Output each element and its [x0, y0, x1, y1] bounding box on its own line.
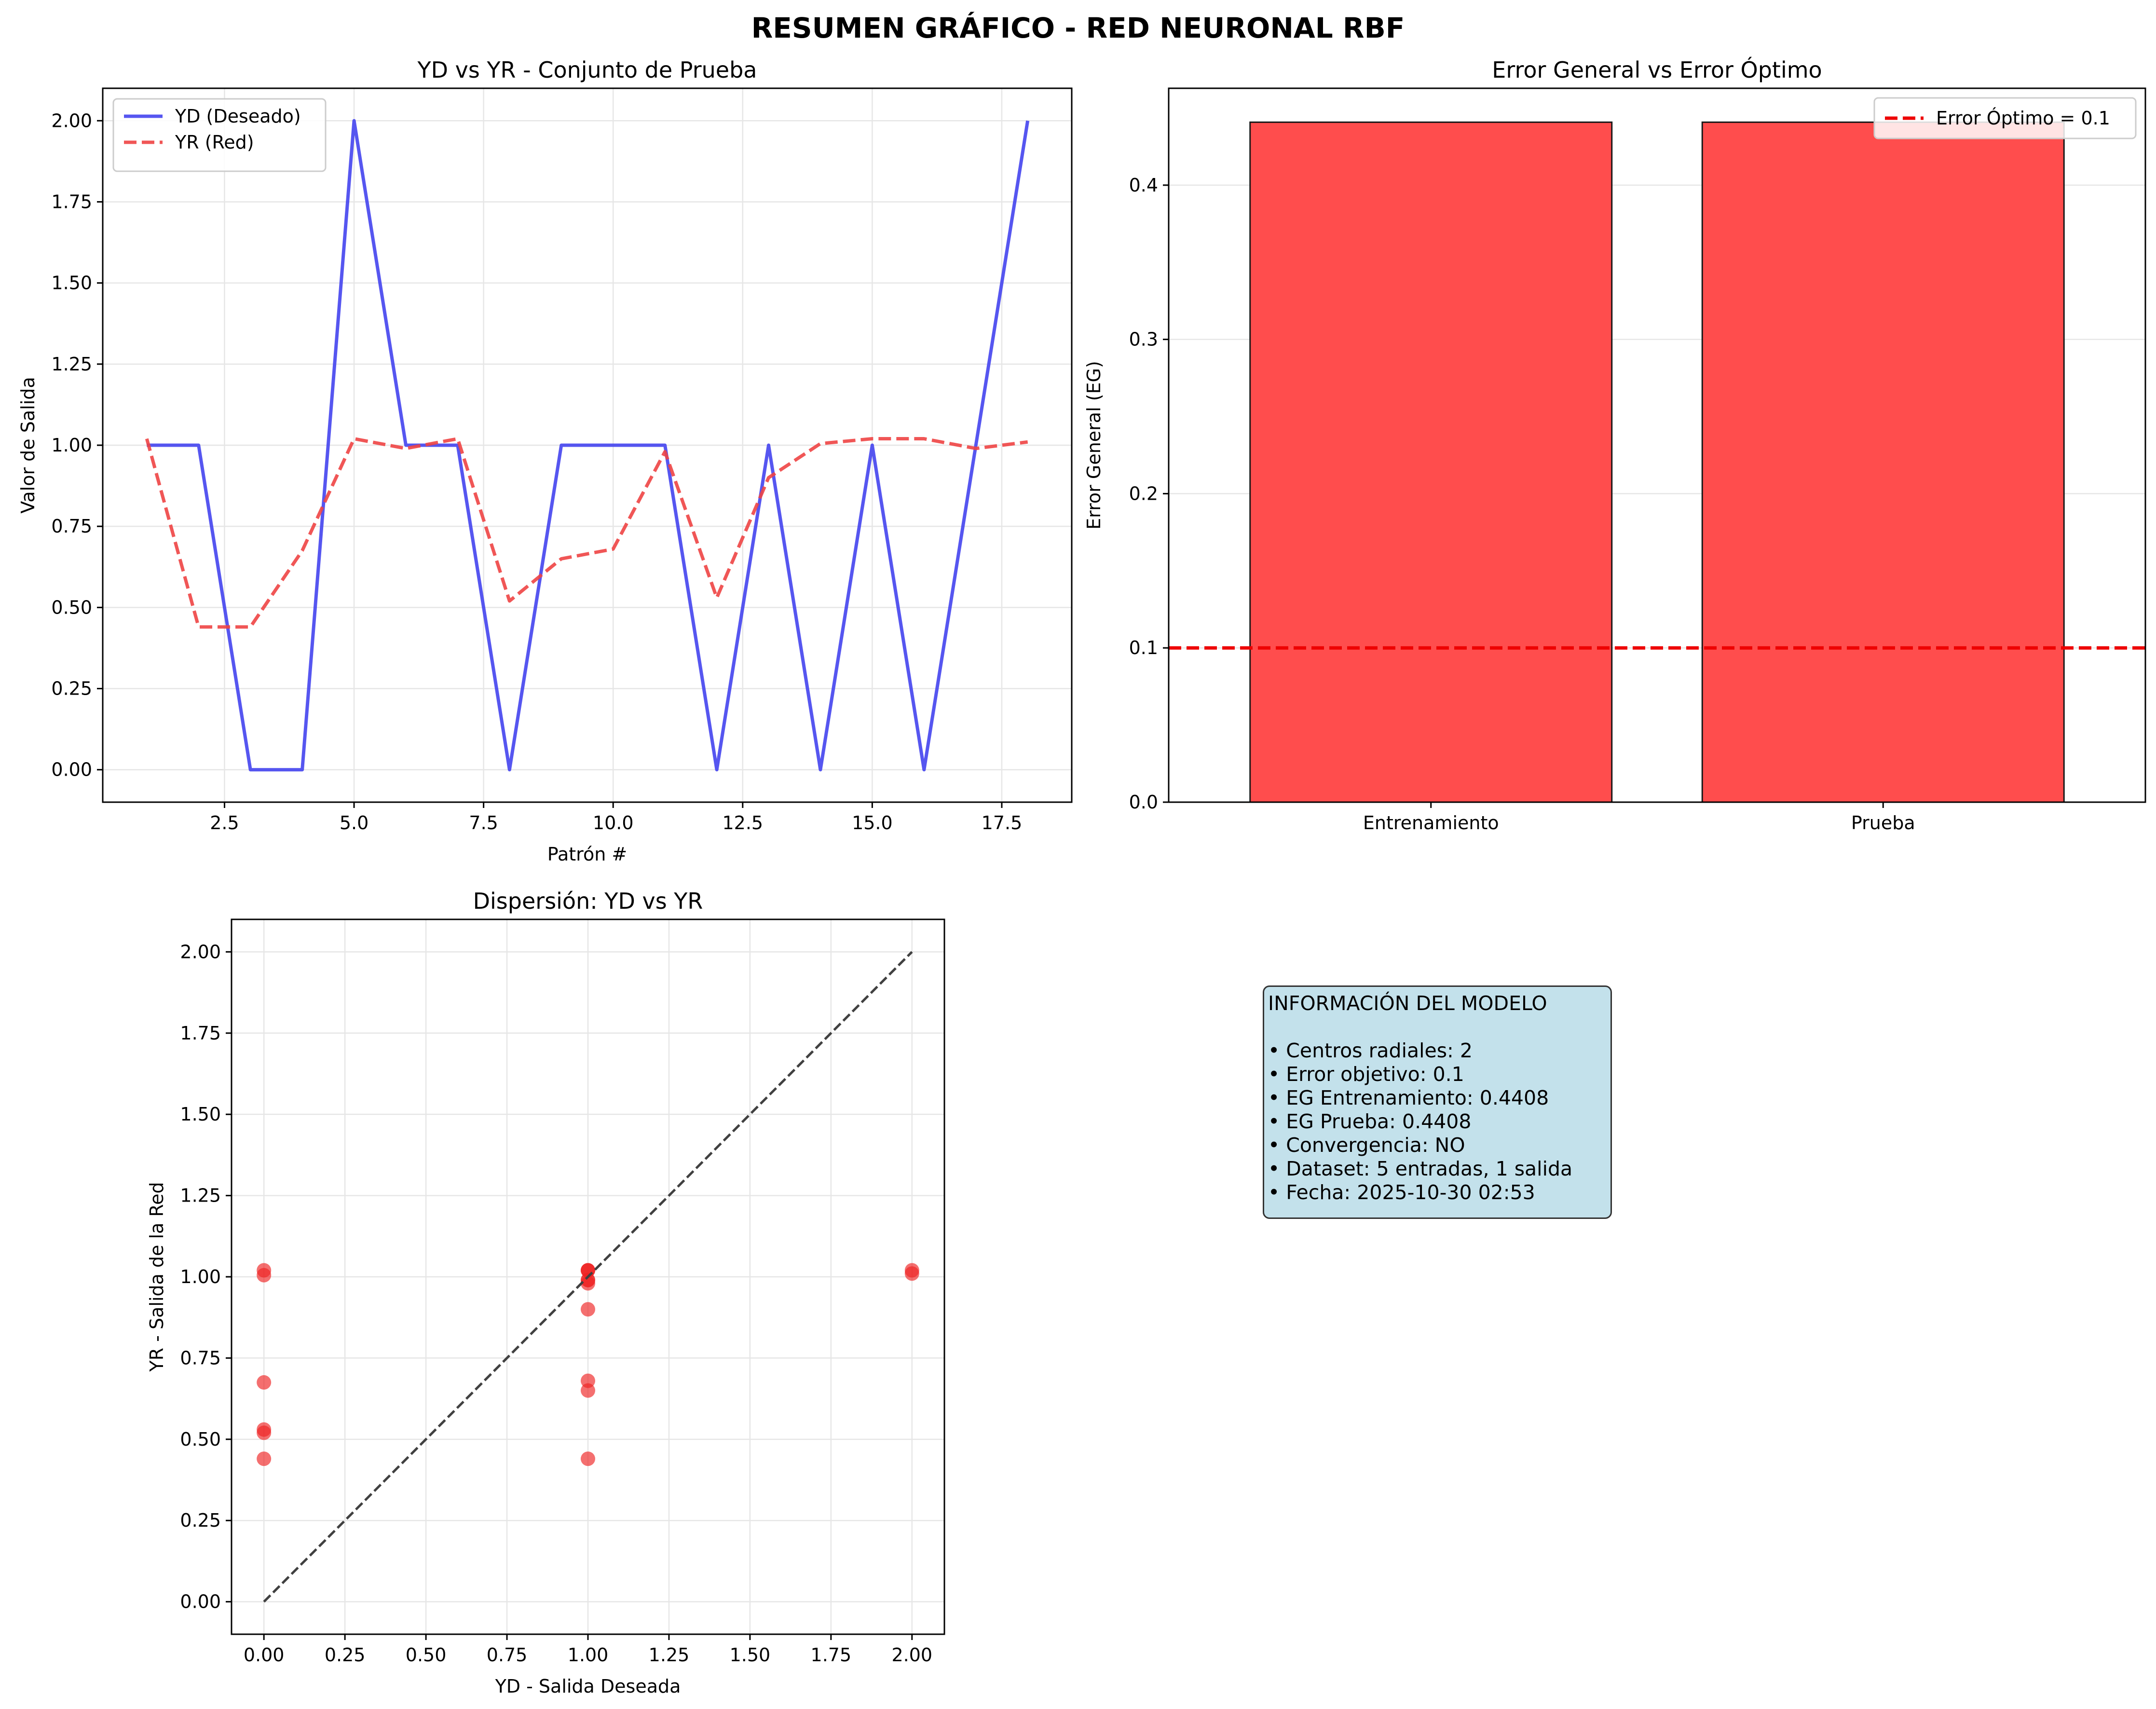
x-axis-label: Patrón #	[547, 844, 627, 865]
info-line: • EG Entrenamiento: 0.4408	[1268, 1086, 1549, 1109]
bar-chart-error-general: 0.0 0.1 0.2 0.3 0.4 Entrenamiento Prueba Error …	[1083, 57, 2146, 834]
legend-box	[112, 98, 327, 172]
y-axis-label: Valor de Salida	[17, 377, 39, 513]
legend: YD (Deseado) YR (Red)	[112, 98, 327, 172]
scatter-point	[257, 1375, 272, 1390]
y-tick-label: 2.00	[51, 110, 92, 131]
scatter-point	[257, 1451, 272, 1466]
y-tick-label: 0.4	[1129, 175, 1158, 196]
figure-title: RESUMEN GRÁFICO - RED NEURONAL RBF	[751, 11, 1405, 44]
y-tick-label: 2.00	[180, 941, 221, 962]
x-tick-label: 1.25	[649, 1644, 690, 1666]
x-tick-label: 10.0	[593, 812, 634, 834]
x-tick-label: 2.00	[892, 1644, 933, 1666]
y-tick-label: 0.50	[51, 597, 92, 618]
x-tick-label: 15.0	[852, 812, 893, 834]
scatter-point	[257, 1422, 272, 1437]
y-tick-label: 0.3	[1129, 329, 1158, 350]
axes-frame	[1168, 87, 2146, 803]
bar-entrenamiento	[1249, 121, 1613, 803]
y-tick-label: 0.2	[1129, 483, 1158, 504]
x-tick-label: Prueba	[1851, 812, 1915, 834]
scatter-point	[581, 1373, 595, 1388]
y-tick-label: 0.25	[51, 678, 92, 699]
info-line: • Dataset: 5 entradas, 1 salida	[1268, 1157, 1573, 1180]
y-tick-label: 1.00	[180, 1266, 221, 1287]
info-line: • Fecha: 2025-10-30 02:53	[1268, 1181, 1535, 1204]
x-tick-label: 0.50	[406, 1644, 447, 1666]
y-axis-label: YR - Salida de la Red	[146, 1182, 167, 1372]
x-tick-label: 0.25	[325, 1644, 366, 1666]
legend-box	[1873, 97, 2137, 139]
x-tick-label: Entrenamiento	[1363, 812, 1499, 834]
identity-reference-line	[263, 951, 913, 1603]
scatter-point	[581, 1272, 595, 1287]
x-tick-label: 7.5	[469, 812, 498, 834]
info-line: • EG Prueba: 0.4408	[1268, 1110, 1472, 1133]
y-tick-label: 1.25	[51, 354, 92, 375]
scatter-chart-yd-vs-yr: 0.00 0.25 0.50 0.75 1.00 1.25 1.50 1.75 2.00 0.00…	[146, 888, 945, 1697]
legend-label: Error Óptimo = 0.1	[1936, 108, 2110, 129]
legend: Error Óptimo = 0.1	[1873, 97, 2137, 139]
x-tick-label: 1.00	[568, 1644, 609, 1666]
y-tick-label: 1.25	[180, 1185, 221, 1206]
y-tick-label: 0.00	[51, 759, 92, 780]
y-tick-label: 0.50	[180, 1429, 221, 1450]
y-tick-label: 1.00	[51, 435, 92, 456]
y-axis-label: Error General (EG)	[1083, 361, 1105, 530]
y-tick-label: 1.50	[51, 273, 92, 294]
x-tick-label: 12.5	[722, 812, 763, 834]
x-tick-label: 0.75	[487, 1644, 528, 1666]
y-tick-label: 0.0	[1129, 792, 1158, 813]
info-line: • Error objetivo: 0.1	[1268, 1063, 1464, 1086]
axes-frame	[102, 87, 1073, 803]
x-axis-label: YD - Salida Deseada	[495, 1676, 681, 1697]
legend-label: YR (Red)	[175, 132, 254, 153]
info-spacer	[1268, 1015, 1607, 1039]
info-heading: INFORMACIÓN DEL MODELO	[1268, 992, 1547, 1015]
x-tick-label: 2.5	[210, 812, 239, 834]
y-tick-label: 0.75	[180, 1347, 221, 1368]
y-tick-label: 0.25	[180, 1510, 221, 1531]
x-tick-label: 1.50	[730, 1644, 771, 1666]
y-tick-label: 0.75	[51, 516, 92, 537]
scatter-point	[257, 1263, 272, 1278]
scatter-point	[581, 1302, 595, 1317]
legend-label: YD (Deseado)	[175, 106, 301, 127]
x-tick-label: 5.0	[340, 812, 368, 834]
x-tick-label: 1.75	[811, 1644, 852, 1666]
y-tick-label: 0.1	[1129, 637, 1158, 658]
chart-title: Error General vs Error Óptimo	[1492, 57, 1822, 83]
series-line-yd	[147, 119, 1030, 772]
x-tick-label: 0.00	[244, 1644, 285, 1666]
y-tick-label: 1.50	[180, 1104, 221, 1125]
y-tick-label: 1.75	[180, 1023, 221, 1044]
info-line: • Centros radiales: 2	[1268, 1039, 1473, 1062]
axes-frame	[231, 918, 945, 1635]
chart-title: Dispersión: YD vs YR	[473, 888, 703, 914]
scatter-point	[904, 1266, 919, 1281]
y-tick-label: 1.75	[51, 191, 92, 212]
line-chart-yd-vs-yr: 2.5 5.0 7.5 10.0 12.5 15.0 17.5 0.00 0.25 0.50 0.7…	[17, 57, 1073, 865]
scatter-point	[581, 1451, 595, 1466]
chart-title: YD vs YR - Conjunto de Prueba	[417, 57, 757, 83]
series-line-yr	[145, 437, 1028, 629]
y-tick-label: 0.00	[180, 1591, 221, 1613]
model-info-box: INFORMACIÓN DEL MODELO • Centros radiale…	[1263, 985, 1612, 1219]
x-tick-label: 17.5	[982, 812, 1023, 834]
bar-prueba	[1701, 121, 2065, 803]
info-line: • Convergencia: NO	[1268, 1134, 1465, 1157]
